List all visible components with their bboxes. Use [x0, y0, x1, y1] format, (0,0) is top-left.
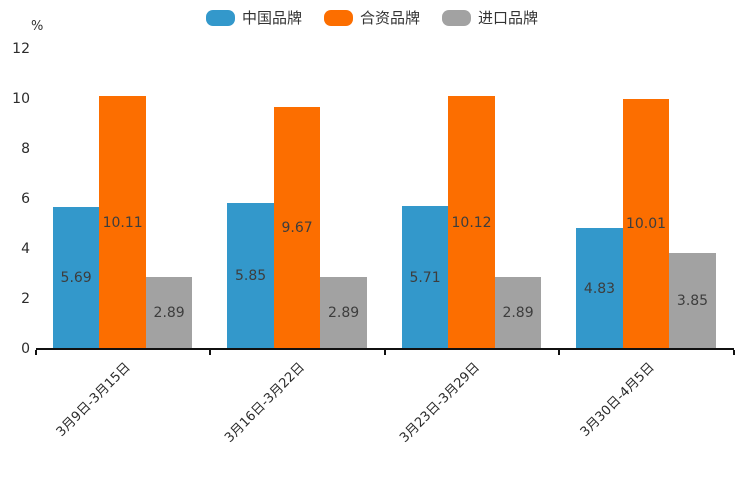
- bar-value-label: 3.85: [676, 292, 709, 309]
- bar-value-label: 4.83: [583, 280, 616, 297]
- y-tick-label-12: 12: [12, 41, 30, 57]
- bar-中国品牌-2[interactable]: [401, 206, 449, 349]
- bar-中国品牌-3[interactable]: [576, 228, 623, 349]
- bar-value-label: 2.89: [328, 304, 360, 321]
- bar-value-label: 5.71: [409, 269, 441, 286]
- x-axis-tick: [35, 350, 37, 355]
- y-tick-label-10: 10: [12, 91, 30, 107]
- legend-swatch-icon: [442, 10, 471, 26]
- bar-合资品牌-3[interactable]: [622, 98, 670, 349]
- x-category-label-1: 3月16日-3月22日: [222, 360, 309, 446]
- legend: 中国品牌 合资品牌 进口品牌: [0, 9, 744, 27]
- legend-item-2[interactable]: 进口品牌: [442, 9, 538, 27]
- legend-label: 中国品牌: [241, 9, 302, 27]
- bar-value-label: 2.89: [153, 304, 185, 321]
- x-category-label-2: 3月23日-3月29日: [396, 360, 483, 446]
- y-tick-label-2: 2: [21, 291, 30, 307]
- bar-value-label: 9.67: [281, 220, 313, 237]
- y-tick-label-4: 4: [21, 241, 30, 257]
- bar-中国品牌-1[interactable]: [227, 202, 274, 349]
- x-category-label-3: 3月30日-4月5日: [577, 360, 658, 440]
- legend-item-1[interactable]: 合资品牌: [323, 9, 420, 27]
- bar-进口品牌-3[interactable]: [669, 252, 716, 349]
- x-category-label-0: 3月9日-3月15日: [53, 360, 134, 440]
- bar-中国品牌-0[interactable]: [52, 206, 100, 349]
- x-axis-tick: [558, 350, 561, 355]
- bar-value-label: 10.01: [625, 215, 667, 232]
- legend-label: 进口品牌: [478, 9, 539, 27]
- bar-进口品牌-2[interactable]: [494, 276, 542, 349]
- bar-value-label: 2.89: [502, 304, 534, 321]
- y-tick-label-6: 6: [21, 191, 30, 207]
- legend-item-0[interactable]: 中国品牌: [205, 9, 302, 27]
- legend-swatch-icon: [205, 10, 235, 26]
- bar-value-label: 5.69: [60, 269, 92, 286]
- legend-label: 合资品牌: [359, 9, 420, 27]
- x-axis-tick: [732, 350, 735, 355]
- x-axis-tick: [383, 350, 386, 355]
- bar-合资品牌-1[interactable]: [273, 107, 321, 349]
- legend-swatch-icon: [323, 10, 353, 26]
- bar-value-label: 5.85: [235, 267, 267, 284]
- x-axis-tick: [209, 350, 212, 355]
- bar-进口品牌-1[interactable]: [320, 276, 367, 349]
- y-tick-label-8: 8: [21, 141, 30, 157]
- bar-合资品牌-0[interactable]: [99, 96, 146, 349]
- bar-value-label: 10.11: [102, 214, 143, 231]
- bar-合资品牌-2[interactable]: [448, 96, 495, 349]
- bar-value-label: 10.12: [451, 214, 492, 231]
- y-axis-unit-label: %: [31, 19, 44, 34]
- x-axis-line: [36, 348, 734, 350]
- y-tick-label-0: 0: [21, 341, 30, 357]
- bar-进口品牌-0[interactable]: [145, 276, 193, 349]
